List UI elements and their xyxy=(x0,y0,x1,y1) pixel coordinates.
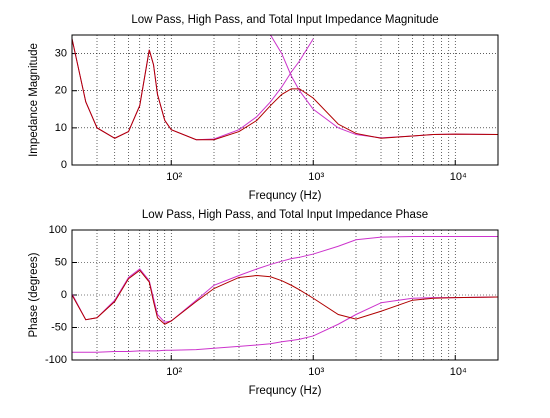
data-line xyxy=(72,38,498,141)
data-line xyxy=(72,296,498,353)
y-axis-label: Impedance Magnitude xyxy=(28,43,40,157)
y-tick-label: 30 xyxy=(55,47,67,59)
y-tick-label: 0 xyxy=(61,289,67,301)
x-tick-label: 10² xyxy=(166,171,182,183)
y-tick-label: 100 xyxy=(49,224,67,236)
x-tick-label: 10³ xyxy=(308,171,324,183)
plot-area xyxy=(72,35,498,141)
data-line xyxy=(72,236,498,323)
x-tick-label: 10⁴ xyxy=(450,366,467,378)
y-tick-label: 20 xyxy=(55,85,67,97)
x-axis-label: Frequncy (Hz) xyxy=(249,385,322,397)
x-tick-label: 10² xyxy=(166,366,182,378)
x-axis-label: Frequncy (Hz) xyxy=(249,190,322,202)
y-tick-label: 0 xyxy=(61,159,67,171)
y-tick-label: 10 xyxy=(55,122,67,134)
plot-area xyxy=(72,236,498,353)
chart-title: Low Pass, High Pass, and Total Input Imp… xyxy=(142,209,428,221)
chart-title: Low Pass, High Pass, and Total Input Imp… xyxy=(131,14,438,26)
x-tick-label: 10³ xyxy=(308,366,324,378)
y-tick-label: -100 xyxy=(45,354,67,366)
y-tick-label: 50 xyxy=(55,256,67,268)
axes-frame xyxy=(71,229,499,361)
data-line xyxy=(72,269,498,325)
x-tick-label: 10⁴ xyxy=(450,171,467,183)
y-tick-label: -50 xyxy=(51,321,67,333)
y-axis-label: Phase (degrees) xyxy=(28,252,40,337)
axes-frame xyxy=(71,34,499,166)
